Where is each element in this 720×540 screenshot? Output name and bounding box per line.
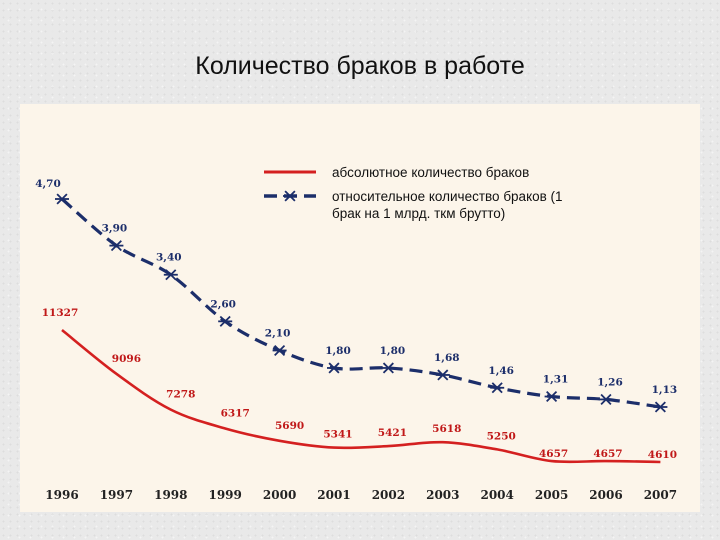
absolute-value-label-2005: 4657 [539,448,568,460]
relative-point-marker-2000 [272,344,287,357]
relative-value-label-1997: 3,90 [102,223,128,235]
relative-value-label-2005: 1,31 [543,374,569,386]
relative-point-marker-2006 [599,393,613,405]
relative-point-marker-1998 [163,269,178,281]
relative-point-marker-1996 [55,193,69,205]
legend-label-relative-line2: брак на 1 млрд. ткм брутто) [332,206,505,221]
legend-marker-relative [283,190,297,202]
relative-point-marker-1997 [109,240,124,252]
x-tick-label-2003: 2003 [426,488,459,502]
absolute-value-label-2002: 5421 [378,427,407,439]
absolute-value-label-2007: 4610 [648,449,677,461]
series-line-absolute [61,328,661,464]
relative-point-marker-2001 [327,362,341,374]
x-tick-label-2007: 2007 [644,488,677,502]
absolute-value-label-1998: 7278 [166,389,195,401]
relative-point-marker-2004 [490,382,505,394]
absolute-value-label-1996: 11327 [42,307,79,319]
x-tick-label-2004: 2004 [480,488,513,502]
x-tick-label-2005: 2005 [535,488,568,502]
plot-area: 4,70 3,90 3,40 2,60 2,10 1,80 1,80 1,68 1,46 1,31… [35,178,678,464]
x-tick-label-1996: 1996 [45,488,78,502]
absolute-value-label-2001: 5341 [323,429,352,441]
x-tick-label-1998: 1998 [154,488,187,502]
x-tick-label-1997: 1997 [100,488,133,502]
relative-value-label-2007: 1,13 [652,384,678,396]
relative-value-label-2000: 2,10 [265,327,291,339]
legend-label-absolute: абсолютное количество браков [332,165,529,180]
chart-panel: абсолютное количество браков относительн… [20,104,700,512]
x-tick-label-2006: 2006 [589,488,622,502]
legend: абсолютное количество браков относительн… [264,165,563,221]
x-tick-label-1999: 1999 [208,488,241,502]
legend-label-relative-line1: относительное количество браков (1 [332,189,563,204]
relative-value-label-1998: 3,40 [156,252,182,264]
relative-point-marker-1999 [218,315,233,327]
absolute-value-label-2000: 5690 [275,420,304,432]
relative-value-label-1999: 2,60 [210,298,236,310]
relative-value-label-2004: 1,46 [488,365,514,377]
absolute-value-label-2003: 5618 [432,423,461,435]
relative-point-marker-2002 [381,362,396,374]
absolute-value-label-1999: 6317 [221,407,250,419]
legend-asterisk-icon [283,190,297,202]
relative-point-marker-2005 [544,390,559,403]
x-tick-label-2001: 2001 [317,488,350,502]
relative-value-label-1996: 4,70 [35,178,61,190]
x-tick-label-2002: 2002 [372,488,405,502]
relative-value-label-2006: 1,26 [597,376,623,388]
x-axis: 1996 1997 1998 1999 2000 2001 2002 2003 2004 2005… [45,488,677,502]
absolute-value-label-2006: 4657 [593,448,622,460]
relative-value-label-2003: 1,68 [434,352,460,364]
line-chart: абсолютное количество браков относительн… [35,165,678,502]
absolute-value-label-2004: 5250 [487,430,516,442]
absolute-value-label-1997: 9096 [112,353,141,365]
relative-point-marker-2007 [653,401,668,413]
series-line-relative [60,197,661,409]
slide-title: Количество браков в работе [195,52,525,80]
relative-value-label-2001: 1,80 [325,345,351,357]
relative-value-label-2002: 1,80 [380,345,406,357]
relative-point-marker-2003 [435,369,450,381]
x-tick-label-2000: 2000 [263,488,296,502]
